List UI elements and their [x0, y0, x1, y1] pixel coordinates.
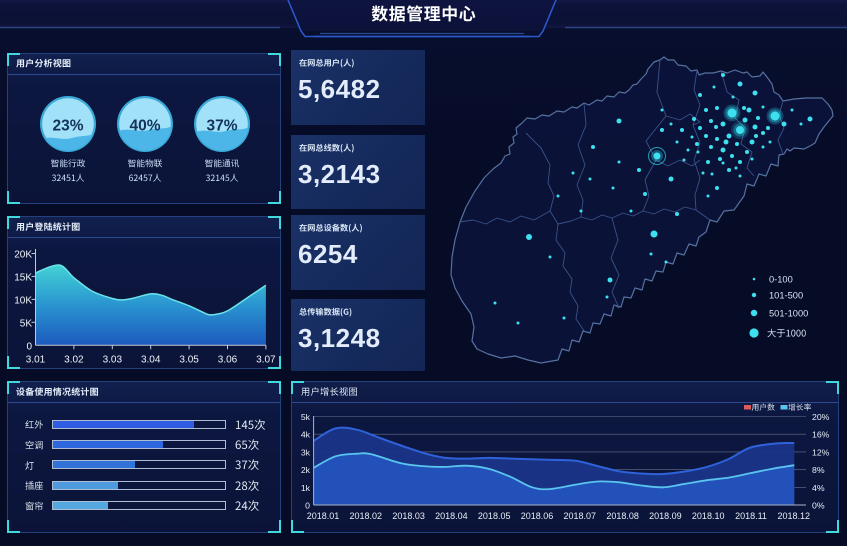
- svg-text:2018.11: 2018.11: [735, 511, 767, 521]
- svg-text:501-1000: 501-1000: [769, 309, 808, 319]
- svg-text:16%: 16%: [812, 430, 830, 440]
- svg-text:3.03: 3.03: [103, 355, 123, 366]
- svg-text:2018.10: 2018.10: [692, 511, 725, 521]
- svg-text:101-500: 101-500: [769, 291, 803, 301]
- svg-text:2018.03: 2018.03: [392, 511, 425, 521]
- svg-text:0: 0: [305, 501, 310, 511]
- svg-text:2018.12: 2018.12: [778, 511, 811, 521]
- svg-text:2k: 2k: [301, 465, 311, 475]
- svg-text:2018.05: 2018.05: [478, 511, 511, 521]
- svg-text:20K: 20K: [14, 250, 32, 261]
- svg-text:2018.04: 2018.04: [435, 511, 468, 521]
- svg-text:3.02: 3.02: [64, 355, 84, 366]
- svg-text:2018.02: 2018.02: [350, 511, 383, 521]
- svg-text:12%: 12%: [812, 447, 830, 457]
- svg-text:15K: 15K: [14, 272, 32, 283]
- svg-text:1k: 1k: [301, 483, 311, 493]
- svg-text:40%: 40%: [129, 118, 160, 135]
- svg-text:3.04: 3.04: [141, 355, 161, 366]
- svg-text:2018.07: 2018.07: [564, 511, 597, 521]
- svg-text:2018.08: 2018.08: [606, 511, 639, 521]
- svg-text:23%: 23%: [52, 118, 83, 135]
- svg-text:20%: 20%: [812, 412, 830, 422]
- svg-text:0%: 0%: [812, 501, 825, 511]
- svg-text:3k: 3k: [301, 447, 311, 457]
- svg-text:3.05: 3.05: [179, 355, 199, 366]
- svg-text:3.06: 3.06: [218, 355, 238, 366]
- svg-text:2018.01: 2018.01: [307, 511, 340, 521]
- svg-text:2018.06: 2018.06: [521, 511, 554, 521]
- svg-text:3.01: 3.01: [26, 355, 46, 366]
- svg-text:10K: 10K: [14, 295, 32, 306]
- svg-text:4%: 4%: [812, 483, 825, 493]
- svg-text:8%: 8%: [812, 465, 825, 475]
- svg-text:0-100: 0-100: [769, 275, 793, 285]
- svg-text:5k: 5k: [301, 412, 311, 422]
- svg-text:37%: 37%: [206, 118, 237, 135]
- svg-text:0: 0: [26, 341, 32, 352]
- svg-text:3.07: 3.07: [256, 355, 276, 366]
- svg-text:2018.09: 2018.09: [649, 511, 682, 521]
- svg-text:5K: 5K: [20, 318, 33, 329]
- svg-text:4k: 4k: [301, 430, 311, 440]
